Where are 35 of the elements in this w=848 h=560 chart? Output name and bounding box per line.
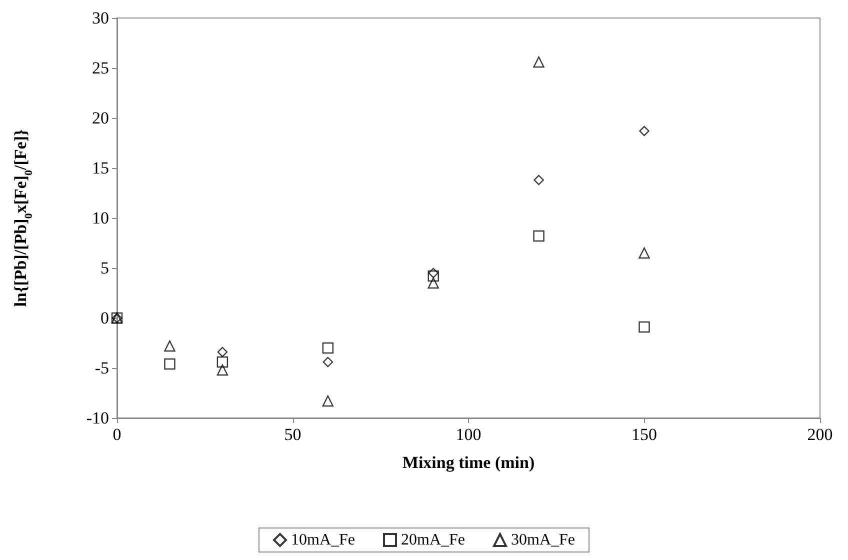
point — [322, 395, 334, 407]
x-tick-label: 100 — [456, 425, 482, 444]
point — [428, 268, 438, 278]
point — [638, 321, 650, 333]
y-tick-label: 15 — [92, 158, 109, 178]
point — [164, 340, 176, 352]
point — [639, 126, 650, 136]
point — [428, 270, 439, 282]
point — [638, 247, 650, 259]
x-tick-label: 150 — [632, 425, 657, 444]
legend-label: 20mA_Fe — [401, 532, 465, 548]
y-tick-label: -10 — [86, 408, 109, 428]
point — [428, 277, 439, 289]
x-tick-label: 50 — [284, 425, 302, 444]
point — [533, 56, 544, 68]
point — [216, 356, 228, 368]
point — [216, 364, 228, 376]
point — [164, 358, 176, 370]
y-tick-label: 25 — [92, 58, 109, 78]
y-tick-label: 30 — [92, 8, 109, 28]
point — [217, 346, 228, 358]
y-tick-label: 10 — [92, 208, 109, 228]
point — [533, 230, 544, 242]
y-tick-label: 20 — [92, 108, 109, 128]
y-tick-label: 0 — [100, 308, 109, 328]
y-tick-label: 5 — [100, 258, 109, 278]
legend-label: 10mA_Fe — [291, 532, 355, 548]
point — [322, 342, 334, 354]
point — [322, 356, 333, 368]
point — [534, 174, 544, 186]
y-tick-label: -5 — [94, 358, 109, 378]
x-axis-title: Mixing time (min) — [402, 453, 535, 472]
x-tick-label: 200 — [807, 425, 833, 444]
x-tick-label: 0 — [112, 425, 122, 444]
legend-label: 30mA_Fe — [511, 532, 575, 548]
